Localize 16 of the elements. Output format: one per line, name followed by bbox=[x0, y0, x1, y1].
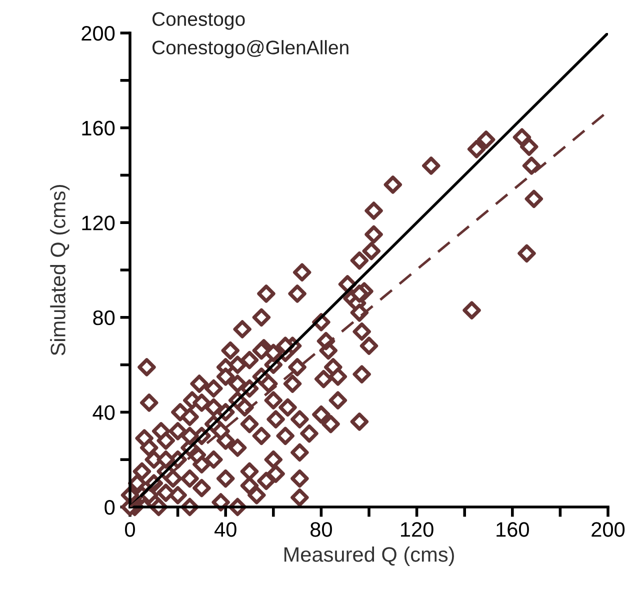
y-axis-title: Simulated Q (cms) bbox=[50, 185, 70, 356]
x-tick-label: 160 bbox=[496, 522, 529, 537]
y-tick-label: 0 bbox=[104, 500, 115, 515]
x-tick-label: 80 bbox=[310, 522, 332, 537]
x-tick-label: 0 bbox=[125, 522, 135, 537]
y-tick-label: 160 bbox=[82, 120, 115, 136]
x-tick-label: 120 bbox=[401, 522, 434, 537]
text: Conestogo bbox=[152, 12, 245, 30]
y-tick-label: 200 bbox=[82, 26, 115, 41]
y-tick-label: 80 bbox=[93, 310, 115, 326]
x-axis-title: Measured Q (cms) bbox=[284, 546, 454, 566]
x-tick-label: 40 bbox=[214, 522, 236, 537]
y-tick-label: 40 bbox=[92, 405, 115, 420]
x-tick-label: 200 bbox=[592, 522, 625, 537]
y-tick-label: 120 bbox=[82, 216, 115, 230]
annotation: Conestogo@GlenAllen bbox=[152, 40, 348, 58]
